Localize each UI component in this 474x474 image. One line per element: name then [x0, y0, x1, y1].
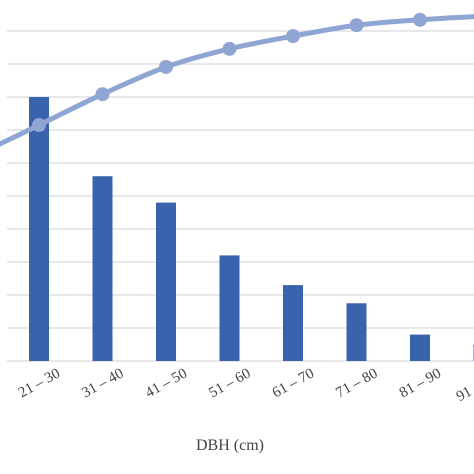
bar-3 [156, 202, 176, 361]
line-point-5 [286, 29, 300, 44]
line-point-2 [95, 87, 110, 102]
bar-1 [29, 97, 49, 361]
x-tick-label: 91 – 100 [454, 366, 474, 405]
x-tick-label: 51 – 60 [206, 366, 253, 402]
x-tick-labels: 21 – 30 31 – 40 41 – 50 51 – 60 61 – 70 71 – … [16, 366, 474, 405]
x-tick-label: 71 – 80 [333, 366, 380, 402]
line-point-1 [32, 118, 46, 133]
cumulative-line-series [0, 12, 474, 147]
line-point-6 [349, 18, 364, 33]
gridlines [7, 30, 474, 362]
bar-7 [410, 334, 430, 361]
line-point-3 [159, 59, 173, 74]
x-tick-label: 81 – 90 [397, 366, 444, 402]
bar-2 [92, 176, 113, 361]
x-tick-label: 61 – 70 [270, 366, 317, 402]
x-tick-label: 21 – 30 [16, 366, 63, 402]
bar-4 [219, 255, 240, 361]
x-axis-title: DBH (cm) [196, 437, 264, 454]
bar-5 [283, 285, 303, 361]
x-tick-label: 31 – 40 [79, 366, 126, 402]
bar-6 [346, 303, 367, 361]
line-point-7 [413, 12, 427, 27]
cumulative-line [0, 14, 474, 147]
line-point-4 [222, 41, 237, 56]
x-tick-label: 41 – 50 [143, 366, 190, 402]
